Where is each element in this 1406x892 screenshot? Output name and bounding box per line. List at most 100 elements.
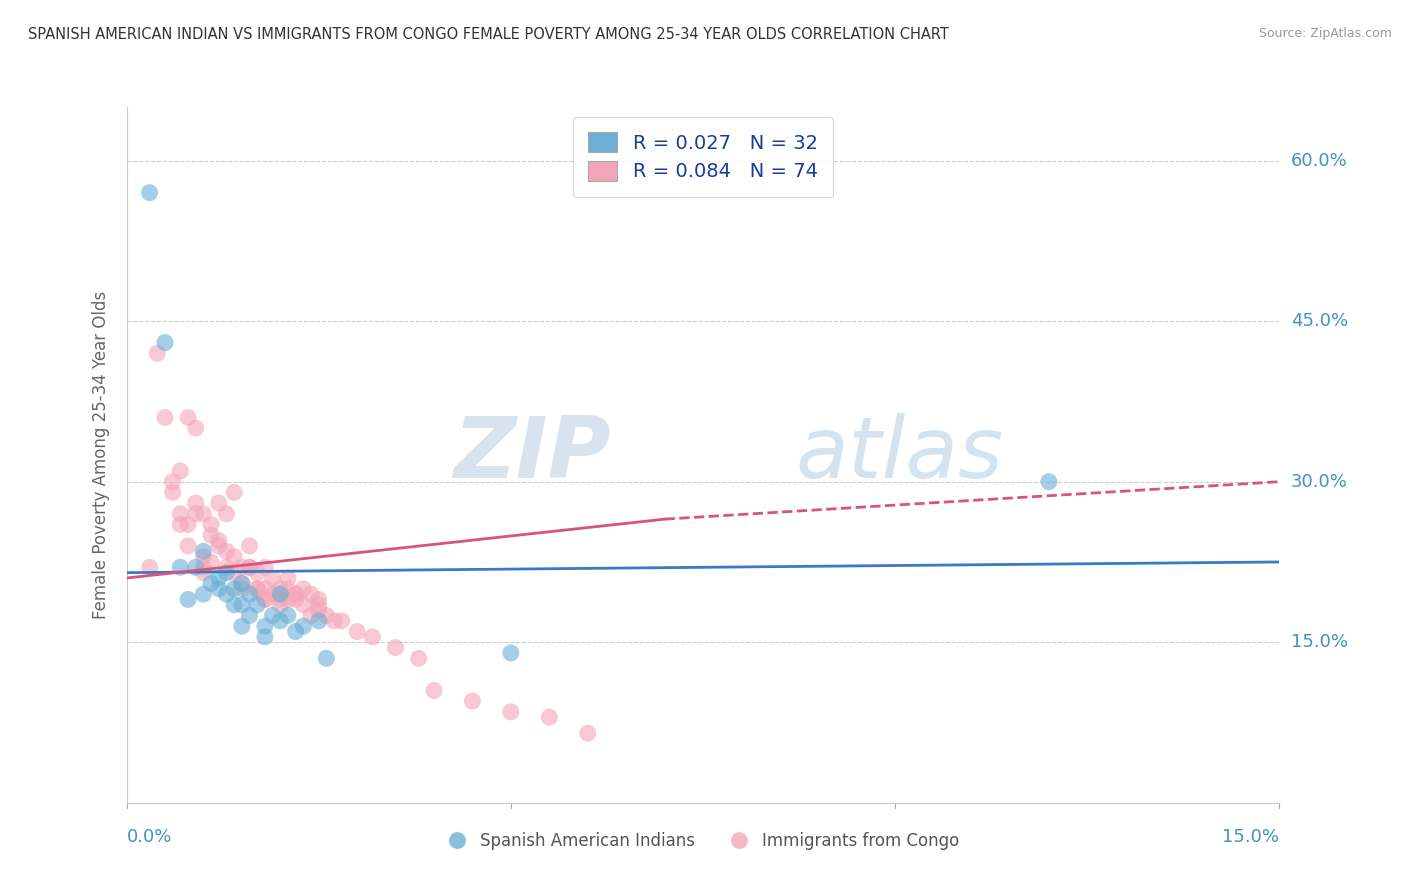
Point (299, 608, 322, 623)
Point (284, 592, 307, 607)
Point (538, 710, 561, 724)
Point (215, 560, 238, 574)
Point (292, 598, 315, 612)
Point (231, 560, 253, 574)
Point (308, 592, 330, 607)
Point (253, 619, 276, 633)
Point (1038, 475, 1060, 489)
Point (208, 496, 231, 510)
Point (153, 410, 176, 425)
Point (277, 592, 299, 607)
Point (200, 517, 222, 532)
Point (224, 566, 246, 580)
Point (315, 651, 337, 665)
Text: 0.0%: 0.0% (127, 828, 172, 846)
Point (224, 582, 246, 596)
Point (253, 582, 276, 596)
Point (200, 576, 222, 591)
Point (177, 517, 200, 532)
Text: 60.0%: 60.0% (1291, 152, 1347, 169)
Point (238, 587, 260, 601)
Legend: Spanish American Indians, Immigrants from Congo: Spanish American Indians, Immigrants fro… (440, 826, 966, 857)
Point (224, 549, 246, 564)
Point (208, 533, 231, 548)
Point (269, 614, 291, 628)
Point (224, 485, 246, 500)
Point (231, 619, 253, 633)
Point (184, 421, 207, 435)
Point (269, 587, 291, 601)
Point (277, 571, 299, 585)
Point (238, 608, 260, 623)
Point (169, 507, 191, 521)
Point (253, 560, 276, 574)
Text: atlas: atlas (796, 413, 1004, 497)
Point (238, 539, 260, 553)
Text: 15.0%: 15.0% (1222, 828, 1279, 846)
Point (153, 335, 176, 350)
Point (238, 560, 260, 574)
Point (269, 582, 291, 596)
Point (184, 560, 207, 574)
Point (215, 566, 238, 580)
Point (177, 592, 200, 607)
Point (408, 651, 430, 665)
Point (231, 582, 253, 596)
Point (330, 614, 353, 628)
Point (146, 346, 169, 360)
Point (315, 608, 337, 623)
Point (284, 624, 307, 639)
Point (308, 603, 330, 617)
Point (246, 582, 269, 596)
Point (323, 614, 346, 628)
Point (308, 598, 330, 612)
Point (262, 608, 284, 623)
Point (215, 587, 238, 601)
Point (193, 549, 215, 564)
Text: SPANISH AMERICAN INDIAN VS IMMIGRANTS FROM CONGO FEMALE POVERTY AMONG 25-34 YEAR: SPANISH AMERICAN INDIAN VS IMMIGRANTS FR… (28, 27, 949, 42)
Text: 30.0%: 30.0% (1291, 473, 1347, 491)
Point (308, 614, 330, 628)
Point (277, 582, 299, 596)
Point (361, 630, 384, 644)
Point (384, 640, 406, 655)
Point (138, 560, 160, 574)
Point (246, 566, 269, 580)
Point (200, 528, 222, 542)
Point (346, 624, 368, 639)
Point (177, 539, 200, 553)
Point (269, 592, 291, 607)
Point (215, 544, 238, 558)
Point (231, 598, 253, 612)
Point (162, 475, 184, 489)
Point (499, 646, 522, 660)
Point (423, 683, 446, 698)
Point (193, 507, 215, 521)
Point (162, 485, 184, 500)
Point (576, 726, 599, 740)
Point (253, 592, 276, 607)
Point (284, 587, 307, 601)
Point (224, 598, 246, 612)
Point (284, 587, 307, 601)
Point (208, 539, 231, 553)
Point (208, 582, 231, 596)
Point (184, 496, 207, 510)
Text: 45.0%: 45.0% (1291, 312, 1348, 330)
Point (262, 571, 284, 585)
Point (499, 705, 522, 719)
Point (461, 694, 484, 708)
Point (215, 507, 238, 521)
Point (269, 587, 291, 601)
Point (262, 587, 284, 601)
Point (169, 517, 191, 532)
Point (246, 582, 269, 596)
Point (277, 608, 299, 623)
Point (138, 186, 160, 200)
Point (169, 464, 191, 478)
Point (193, 560, 215, 574)
Point (292, 619, 315, 633)
Point (231, 576, 253, 591)
Point (169, 560, 191, 574)
Point (246, 598, 269, 612)
